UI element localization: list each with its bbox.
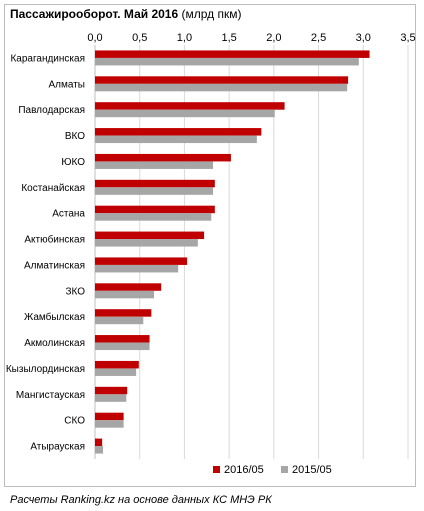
- bar-2016: [95, 50, 370, 58]
- bar-2015: [95, 264, 179, 273]
- bar-2016: [95, 335, 150, 343]
- category-label: Павлодарская: [18, 105, 85, 116]
- category-label: Жамбылская: [24, 311, 85, 323]
- category-label: ЗКО: [65, 286, 85, 297]
- bar-2015: [95, 239, 198, 247]
- bar-2016: [95, 309, 152, 317]
- legend-swatch: [281, 466, 288, 473]
- category-label: Астана: [52, 209, 85, 220]
- bar-chart: 0,0 0,5 1,0 1,5 2,0 2,5 3,0 3,5 Карагандинская Ал…: [6, 32, 416, 476]
- category-label: ЮКО: [61, 157, 85, 168]
- x-tick-label: 3,5: [400, 32, 415, 44]
- bar-2016: [95, 412, 124, 421]
- bar-2016: [95, 102, 285, 110]
- x-tick-label: 1,0: [177, 32, 192, 44]
- chart-frame: [4, 4, 416, 487]
- category-label: Карагандинская: [10, 53, 85, 64]
- chart-title-main: Пассажирооборот. Май 2016: [10, 7, 179, 21]
- bar-2016: [95, 283, 162, 291]
- x-tick-label: 2,5: [311, 32, 326, 44]
- bar-2015: [95, 446, 104, 454]
- legend-label: 2015/05: [292, 464, 332, 476]
- bar-2016: [95, 205, 215, 214]
- bar-2016: [95, 360, 139, 369]
- bar-2015: [95, 420, 124, 428]
- category-label: Актюбинская: [24, 234, 85, 246]
- x-tick-label: 2,0: [266, 32, 281, 44]
- category-label: Атырауская: [30, 442, 85, 453]
- bar-2015: [95, 394, 127, 402]
- bar-2015: [95, 109, 275, 118]
- bar-2015: [95, 57, 359, 66]
- bar-2015: [95, 161, 214, 169]
- category-label: Акмолинская: [24, 338, 85, 349]
- bar-2015: [95, 135, 257, 144]
- bar-2015: [95, 290, 155, 299]
- x-tick-label: 0,0: [87, 32, 102, 44]
- bar-2015: [95, 368, 137, 376]
- x-tick-label: 1,5: [221, 32, 236, 44]
- bar-2016: [95, 386, 128, 395]
- x-tick-label: 3,0: [356, 32, 371, 44]
- x-tick-label: 0,5: [132, 32, 147, 44]
- bar-2016: [95, 128, 262, 136]
- legend-label: 2016/05: [224, 464, 264, 476]
- bar-2016: [95, 257, 188, 265]
- bar-2015: [95, 83, 348, 92]
- category-label: СКО: [64, 416, 85, 427]
- category-label: ВКО: [65, 131, 85, 142]
- category-label: Алматинская: [24, 260, 85, 271]
- bar-2016: [95, 153, 231, 162]
- bar-2016: [95, 438, 103, 447]
- bar-2016: [95, 179, 215, 188]
- legend-swatch: [213, 466, 220, 473]
- source-note: Расчеты Ranking.kz на основе данных КС М…: [10, 494, 272, 506]
- bar-2015: [95, 187, 214, 195]
- category-label: Мангистауская: [16, 390, 85, 401]
- category-label: Алматы: [49, 79, 86, 90]
- bar-2016: [95, 76, 349, 84]
- chart-title: Пассажирооборот. Май 2016 (млрд пкм): [10, 7, 242, 21]
- category-label: Кызылординская: [6, 364, 85, 375]
- category-label: Костанайская: [21, 183, 85, 194]
- bar-2015: [95, 316, 144, 325]
- bar-2016: [95, 231, 205, 240]
- bar-2015: [95, 342, 150, 351]
- chart-title-unit: (млрд пкм): [181, 7, 242, 21]
- bar-2015: [95, 213, 212, 221]
